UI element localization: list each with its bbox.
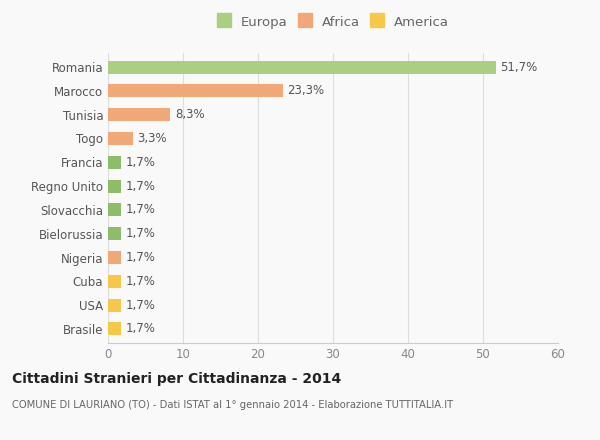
Bar [108,156,121,169]
Text: 8,3%: 8,3% [175,108,205,121]
Bar [108,323,121,335]
Text: 1,7%: 1,7% [125,251,155,264]
Text: 1,7%: 1,7% [125,323,155,335]
Text: COMUNE DI LAURIANO (TO) - Dati ISTAT al 1° gennaio 2014 - Elaborazione TUTTITALI: COMUNE DI LAURIANO (TO) - Dati ISTAT al … [12,400,453,411]
Bar [108,84,283,97]
Bar [108,299,121,312]
Text: 1,7%: 1,7% [125,180,155,193]
Text: 51,7%: 51,7% [500,61,538,73]
Bar [108,108,170,121]
Bar [108,275,121,288]
Text: 1,7%: 1,7% [125,299,155,312]
Bar [108,227,121,240]
Text: Cittadini Stranieri per Cittadinanza - 2014: Cittadini Stranieri per Cittadinanza - 2… [12,372,341,386]
Bar [108,203,121,216]
Text: 1,7%: 1,7% [125,203,155,216]
Text: 3,3%: 3,3% [137,132,167,145]
Bar [108,180,121,193]
Text: 1,7%: 1,7% [125,275,155,288]
Text: 23,3%: 23,3% [287,84,325,97]
Text: 1,7%: 1,7% [125,227,155,240]
Bar [108,132,133,145]
Text: 1,7%: 1,7% [125,156,155,169]
Bar [108,61,496,73]
Legend: Europa, Africa, America: Europa, Africa, America [214,13,452,31]
Bar [108,251,121,264]
